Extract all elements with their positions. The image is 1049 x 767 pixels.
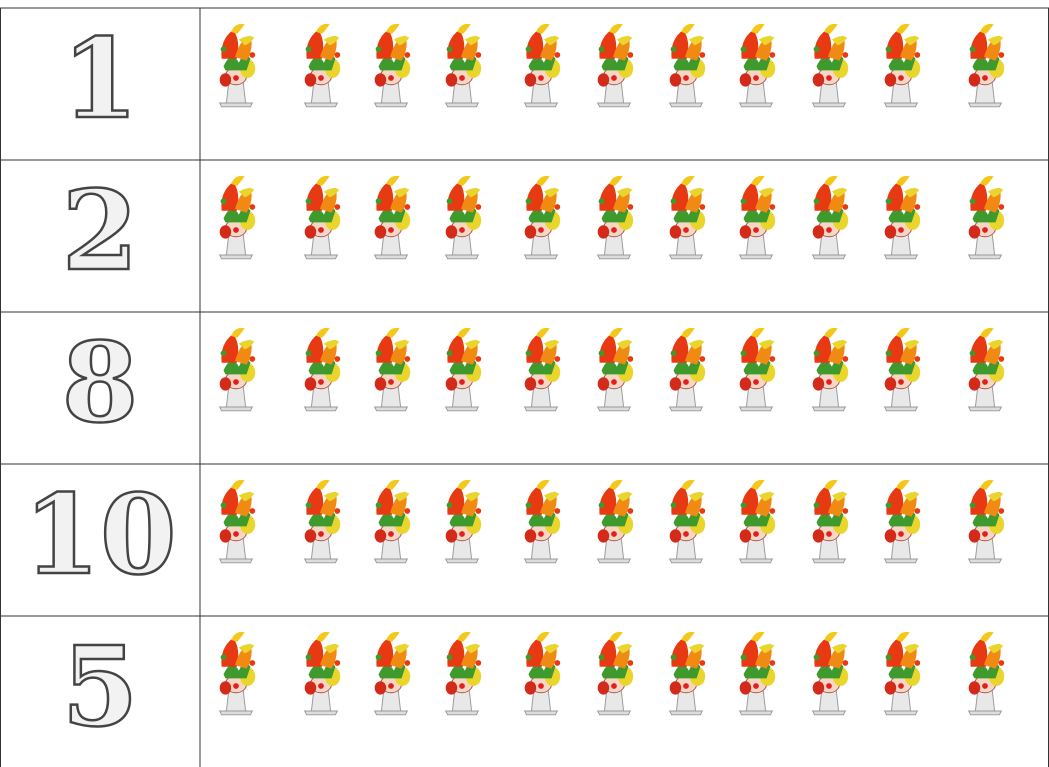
clown-icon: [740, 328, 776, 411]
clown-icon: [740, 24, 776, 107]
clown-icon: [305, 480, 341, 563]
clown-icon: [220, 328, 256, 411]
clown-icon: [305, 632, 341, 715]
clown-icon: [813, 480, 849, 563]
clown-icon: [740, 176, 776, 259]
clown-icon: [598, 328, 634, 411]
clown-icon: [375, 328, 411, 411]
clown-icon: [969, 328, 1005, 411]
row-number: 8: [62, 318, 139, 447]
clown-icon: [813, 24, 849, 107]
clown-icon: [375, 24, 411, 107]
clown-icon: [305, 24, 341, 107]
clown-icon: [525, 328, 561, 411]
row-number: 10: [23, 470, 176, 599]
clown-icon: [220, 632, 256, 715]
clown-icon: [220, 176, 256, 259]
clown-icon: [598, 632, 634, 715]
clown-icon: [885, 328, 921, 411]
clown-icon: [525, 632, 561, 715]
clown-icon: [375, 480, 411, 563]
clown-icon: [969, 24, 1005, 107]
clown-icon: [813, 632, 849, 715]
row-number: 5: [62, 622, 139, 751]
clown-icon: [375, 632, 411, 715]
clown-icon: [885, 176, 921, 259]
clown-icon: [670, 328, 706, 411]
clown-icon: [446, 632, 482, 715]
clown-icon: [598, 176, 634, 259]
clown-icon: [813, 328, 849, 411]
clown-icon: [670, 176, 706, 259]
clown-icon: [598, 480, 634, 563]
clown-icon: [220, 480, 256, 563]
clown-icon: [740, 480, 776, 563]
clown-icon: [670, 480, 706, 563]
clown-icon: [525, 480, 561, 563]
clown-icon: [446, 480, 482, 563]
clown-icon: [525, 176, 561, 259]
clown-icon: [885, 632, 921, 715]
clown-icon: [670, 24, 706, 107]
clown-icon: [375, 176, 411, 259]
clown-icon: [598, 24, 634, 107]
clown-icon: [969, 480, 1005, 563]
clown-icon: [305, 328, 341, 411]
row-number: 1: [62, 14, 139, 143]
clown-icon: [446, 176, 482, 259]
clown-icon: [670, 632, 706, 715]
row-number: 2: [62, 166, 139, 295]
clown-icon: [305, 176, 341, 259]
clown-icon: [813, 176, 849, 259]
clown-icon: [740, 632, 776, 715]
clown-icon: [220, 24, 256, 107]
clown-icon: [446, 328, 482, 411]
worksheet: 1 2 8 10 5: [0, 0, 1049, 767]
clown-icon: [969, 176, 1005, 259]
clown-icon: [525, 24, 561, 107]
clown-icon: [885, 24, 921, 107]
clown-icon: [969, 632, 1005, 715]
clown-icon: [446, 24, 482, 107]
clown-icon: [885, 480, 921, 563]
table: 1 2 8 10 5: [0, 8, 1049, 767]
